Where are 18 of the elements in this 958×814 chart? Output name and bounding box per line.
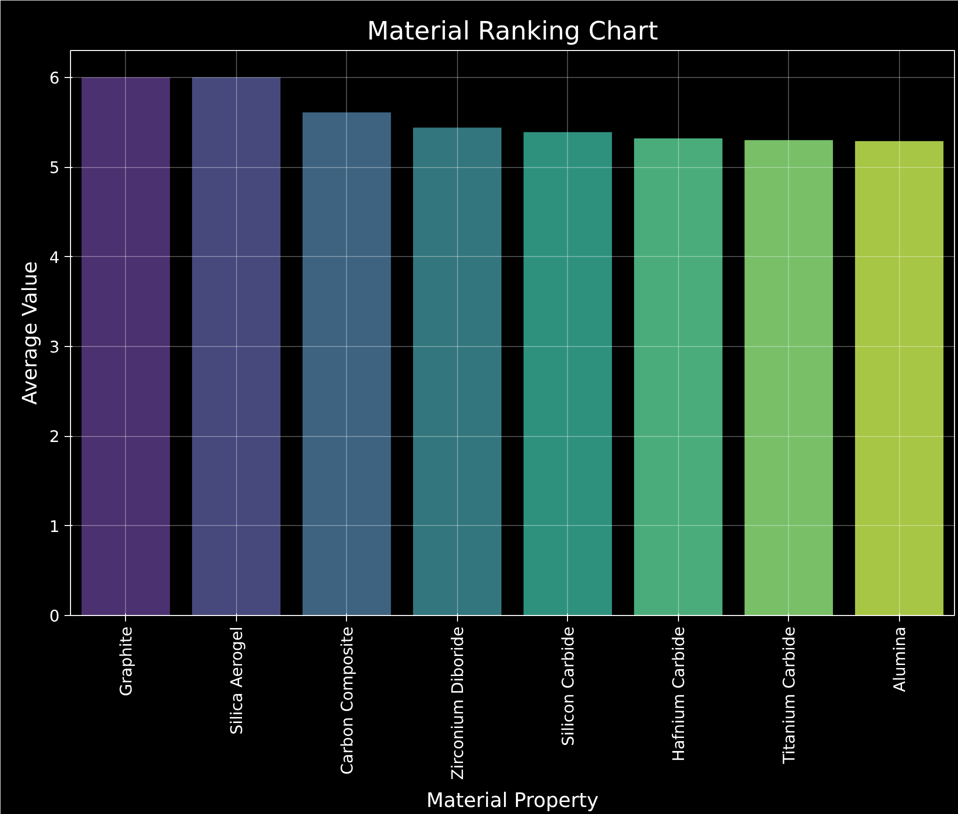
x-tick-label: Silica Aerogel <box>226 626 246 735</box>
x-tick-label: Graphite <box>116 626 136 696</box>
y-tick-label: 3 <box>49 337 60 356</box>
x-tick-label: Alumina <box>890 626 909 692</box>
y-tick-label: 4 <box>49 248 60 267</box>
x-tick-label: Zirconium Diboride <box>448 626 467 780</box>
x-tick-label: Silicon Carbide <box>558 626 578 746</box>
x-tick-label: Hafnium Carbide <box>668 626 688 762</box>
x-tick-label: Titanium Carbide <box>779 626 798 765</box>
y-tick-label: 1 <box>49 516 60 536</box>
y-tick-label: 5 <box>49 158 60 178</box>
y-tick-label: 6 <box>49 68 60 88</box>
chart-title: Material Ranking Chart <box>366 16 658 46</box>
y-tick-label: 2 <box>49 427 60 446</box>
y-axis-title: Average Value <box>17 261 42 405</box>
x-tick-label: Carbon Composite <box>337 626 356 775</box>
x-axis-title: Material Property <box>426 788 599 812</box>
y-tick-label: 0 <box>49 606 60 626</box>
